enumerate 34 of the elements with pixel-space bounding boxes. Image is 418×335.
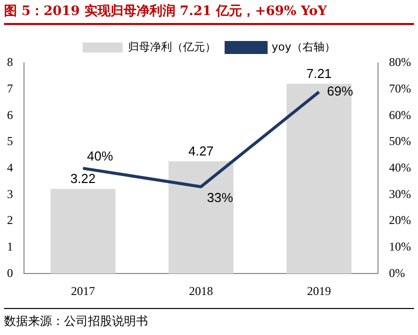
x-tick-label: 2017	[71, 284, 95, 298]
y-tick-label: 1	[7, 239, 13, 254]
y2-tick-label: 20%	[389, 213, 412, 228]
y-tick-label: 2	[7, 213, 13, 228]
y2-tick-label: 40%	[389, 160, 412, 174]
y-tick-label: 8	[7, 55, 13, 70]
data-label: 33%	[207, 190, 234, 205]
y-tick-label: 5	[7, 134, 13, 148]
x-tick-label: 2018	[189, 284, 213, 298]
y-tick-label: 3	[7, 186, 13, 201]
y2-tick-label: 50%	[389, 134, 412, 148]
data-label: 7.21	[306, 66, 332, 81]
legend-label: 归母净利（亿元）	[128, 40, 216, 54]
y2-tick-label: 80%	[389, 55, 412, 70]
y-tick-label: 0	[7, 266, 13, 280]
bar	[286, 84, 352, 274]
y2-tick-label: 70%	[389, 81, 412, 96]
chart-title: 图 5：2019 实现归母净利润 7.21 亿元，+69% YoY	[4, 2, 414, 25]
y2-tick-label: 10%	[389, 239, 412, 254]
data-label: 69%	[327, 84, 354, 99]
y-tick-label: 6	[7, 108, 13, 122]
y2-tick-label: 30%	[389, 186, 412, 201]
y-tick-label: 7	[7, 81, 13, 96]
x-tick-label: 2019	[307, 284, 332, 298]
y-tick-label: 4	[7, 160, 13, 174]
bar	[50, 188, 116, 274]
y2-tick-label: 0%	[389, 266, 406, 280]
data-label: 40%	[87, 148, 114, 164]
data-label: 3.22	[70, 170, 96, 186]
bar	[168, 161, 234, 274]
source-note: 数据来源：公司招股说明书	[4, 308, 414, 330]
data-label: 4.27	[188, 143, 214, 158]
y2-tick-label: 60%	[389, 108, 412, 122]
legend-label: yoy（右轴）	[272, 40, 336, 54]
